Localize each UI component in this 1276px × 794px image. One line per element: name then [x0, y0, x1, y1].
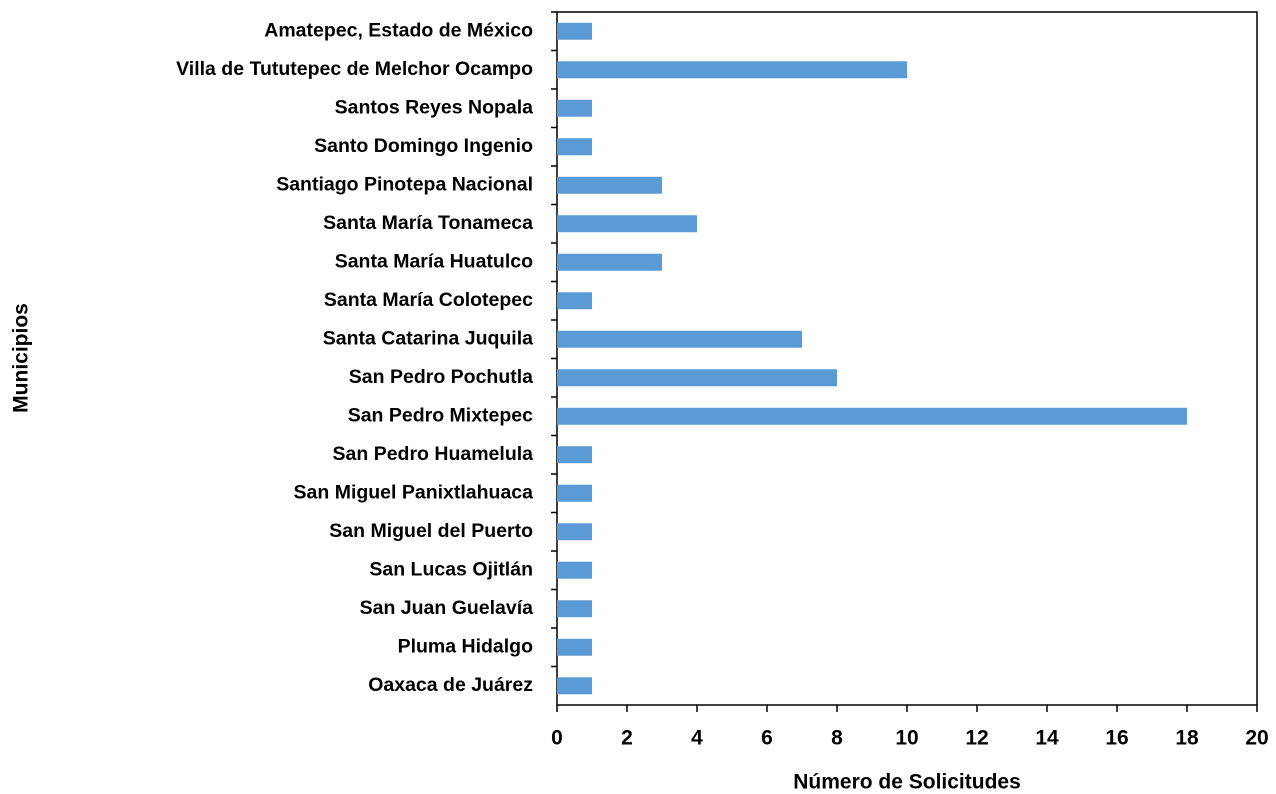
plot-frame: [556, 11, 1258, 706]
bar: [557, 446, 592, 464]
bar: [557, 99, 592, 117]
bar: [557, 176, 662, 194]
y-tick-label: San Miguel Panixtlahuaca: [294, 481, 534, 503]
bar: [557, 561, 592, 579]
x-tick-label: 6: [761, 727, 773, 750]
y-tick-label: San Pedro Huamelula: [333, 443, 534, 465]
x-axis-label: Número de Solicitudes: [793, 771, 1021, 794]
bar: [557, 638, 592, 656]
y-tick-label: Santa María Huatulco: [335, 250, 533, 272]
bar: [557, 484, 592, 502]
bar: [557, 600, 592, 618]
y-tick-label: San Pedro Mixtepec: [348, 404, 533, 426]
bar: [557, 61, 907, 79]
bar: [557, 22, 592, 40]
x-tick-label: 8: [831, 727, 843, 750]
bar: [557, 407, 1187, 425]
y-axis-label: Municipios: [10, 303, 33, 413]
bar: [557, 215, 697, 233]
y-tick-label: Oaxaca de Juárez: [368, 674, 533, 696]
bar: [557, 677, 592, 695]
bar: [557, 523, 592, 541]
y-tick-label: Santo Domingo Ingenio: [314, 135, 533, 157]
x-tick-label: 16: [1105, 727, 1128, 750]
x-tick-label: 0: [551, 727, 563, 750]
x-tick-label: 14: [1035, 727, 1059, 750]
y-tick-label: Villa de Tututepec de Melchor Ocampo: [176, 58, 533, 80]
y-tick-label: Santa María Colotepec: [324, 289, 533, 311]
y-tick-label: Santiago Pinotepa Nacional: [276, 173, 533, 195]
y-tick-label: San Miguel del Puerto: [329, 520, 533, 542]
x-tick-label: 18: [1175, 727, 1199, 750]
y-tick-label: Pluma Hidalgo: [398, 635, 534, 657]
x-tick-label: 20: [1245, 727, 1268, 750]
bar: [557, 369, 837, 387]
bar: [557, 292, 592, 310]
bar: [557, 330, 802, 348]
x-tick-label: 2: [621, 727, 633, 750]
x-tick-label: 12: [965, 727, 988, 750]
y-tick-label: San Juan Guelavía: [360, 597, 534, 619]
y-tick-label: Santa Catarina Juquila: [323, 327, 533, 349]
y-tick-label: Santa María Tonameca: [323, 212, 533, 234]
y-tick-label: Santos Reyes Nopala: [335, 96, 533, 118]
y-tick-label: San Pedro Pochutla: [349, 366, 533, 388]
bar: [557, 253, 662, 271]
x-tick-label: 4: [691, 727, 703, 750]
y-tick-label: San Lucas Ojitlán: [369, 558, 533, 580]
x-tick-label: 10: [895, 727, 918, 750]
y-tick-label: Amatepec, Estado de México: [264, 19, 533, 41]
bar: [557, 138, 592, 156]
